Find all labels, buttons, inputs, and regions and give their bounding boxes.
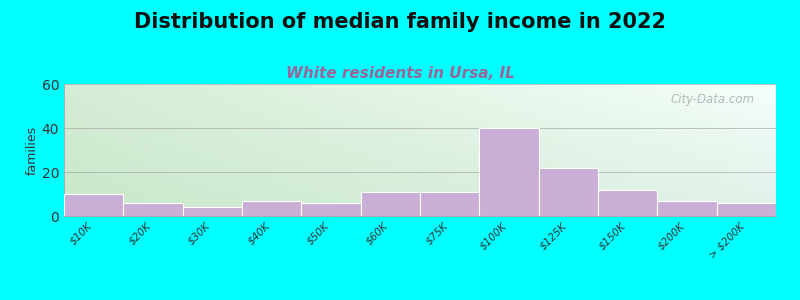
Bar xyxy=(123,203,182,216)
Text: White residents in Ursa, IL: White residents in Ursa, IL xyxy=(286,66,514,81)
Bar xyxy=(242,201,302,216)
Bar xyxy=(717,203,776,216)
Bar xyxy=(598,190,658,216)
Bar xyxy=(64,194,123,216)
Bar xyxy=(420,192,479,216)
Bar xyxy=(182,207,242,216)
Bar xyxy=(479,128,538,216)
Text: Distribution of median family income in 2022: Distribution of median family income in … xyxy=(134,12,666,32)
Bar xyxy=(302,203,361,216)
Y-axis label: families: families xyxy=(26,125,38,175)
Bar xyxy=(538,168,598,216)
Bar xyxy=(361,192,420,216)
Text: City-Data.com: City-Data.com xyxy=(670,93,754,106)
Bar xyxy=(658,201,717,216)
